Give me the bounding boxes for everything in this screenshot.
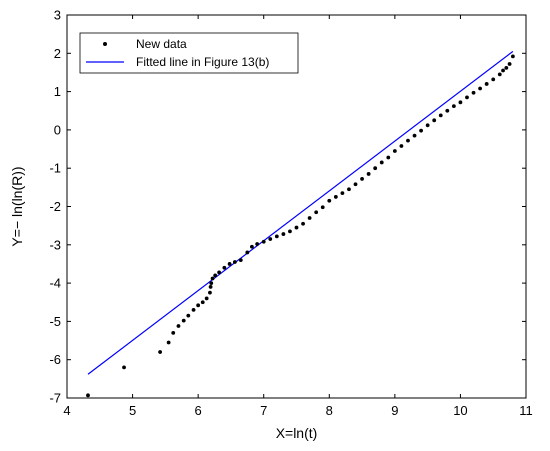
- y-tick-label: 3: [54, 8, 61, 23]
- y-tick-label: -3: [49, 237, 61, 252]
- data-point: [181, 318, 186, 323]
- y-tick-label: -7: [49, 391, 61, 406]
- y-tick-label: -1: [49, 161, 61, 176]
- y-tick-label: -4: [49, 276, 61, 291]
- data-point: [301, 221, 305, 226]
- data-point: [196, 303, 201, 308]
- x-tick-label: 9: [391, 403, 398, 418]
- y-tick-label: -6: [49, 352, 61, 367]
- x-axis-label: X=ln(t): [276, 425, 318, 441]
- y-tick-label: -5: [49, 314, 61, 329]
- data-point: [294, 225, 299, 230]
- data-point: [497, 72, 502, 77]
- data-point: [261, 239, 266, 244]
- data-point: [373, 166, 378, 171]
- data-point: [217, 270, 222, 275]
- legend-box: [79, 32, 299, 74]
- data-point: [213, 273, 218, 278]
- x-tick-label: 6: [195, 403, 202, 418]
- data-point: [432, 118, 437, 123]
- data-point: [501, 68, 505, 73]
- data-point: [392, 149, 397, 153]
- legend-entry-new-data: New data: [136, 37, 187, 51]
- data-point: [445, 108, 450, 113]
- data-point: [227, 262, 232, 266]
- data-point: [484, 82, 489, 86]
- data-point: [510, 54, 515, 59]
- data-point: [379, 160, 384, 165]
- data-point: [200, 300, 205, 305]
- data-point: [255, 242, 260, 246]
- data-point: [268, 237, 273, 241]
- data-point: [232, 260, 237, 264]
- data-point: [204, 296, 209, 301]
- axis-ticks-layer: 4 5 6 7 8 9 10 11 -7 -6 -5 -4 -3 -2 -1 0 1 2 3: [49, 8, 532, 419]
- data-point: [386, 155, 391, 160]
- legend-entry-fitted-line: Fitted line in Figure 13(b): [136, 55, 269, 69]
- data-point: [288, 229, 292, 234]
- data-point: [209, 281, 214, 285]
- data-point: [245, 250, 250, 255]
- data-point: [320, 205, 325, 210]
- legend: New data Fitted line in Figure 13(b): [79, 32, 299, 74]
- data-point: [366, 172, 371, 176]
- data-point: [122, 365, 126, 370]
- fitted-line-layer: [87, 50, 514, 375]
- x-tick-label: 4: [63, 403, 70, 418]
- data-point: [314, 210, 319, 215]
- data-point: [210, 276, 215, 281]
- data-points-layer: [86, 54, 515, 398]
- x-tick-label: 10: [453, 403, 467, 418]
- y-tick-label: 1: [54, 84, 61, 99]
- data-point: [504, 65, 509, 70]
- data-point: [333, 195, 338, 199]
- x-tick-label: 11: [519, 403, 533, 418]
- x-tick-label: 7: [260, 403, 267, 418]
- data-point: [360, 177, 364, 181]
- data-point: [327, 198, 332, 203]
- y-tick-label: 2: [54, 46, 61, 61]
- data-point: [171, 330, 176, 335]
- data-point: [471, 90, 476, 95]
- data-point: [491, 77, 496, 82]
- x-tick-label: 8: [326, 403, 333, 418]
- data-point: [191, 308, 196, 312]
- data-point: [347, 187, 351, 192]
- fitted-line: [87, 50, 514, 375]
- data-point: [507, 62, 512, 66]
- y-tick-label: -2: [49, 199, 61, 214]
- data-point: [340, 191, 345, 195]
- legend-marker-new-data: [103, 42, 107, 46]
- data-point: [412, 133, 417, 138]
- data-point: [425, 123, 430, 128]
- data-point: [208, 285, 213, 289]
- data-point: [406, 138, 410, 143]
- data-point: [399, 144, 404, 148]
- data-point: [281, 232, 286, 236]
- y-axis-label: Y=− ln(ln(R)): [9, 166, 25, 246]
- data-point: [451, 104, 456, 109]
- data-point: [353, 182, 358, 187]
- data-point: [307, 216, 312, 220]
- data-point: [274, 234, 279, 239]
- data-point: [222, 265, 227, 270]
- data-point: [186, 313, 191, 318]
- plot-area: [66, 14, 527, 399]
- data-point: [465, 95, 469, 100]
- data-point: [238, 258, 243, 263]
- data-point: [208, 290, 212, 295]
- data-point: [158, 350, 163, 354]
- data-point: [458, 100, 463, 105]
- data-point: [250, 244, 254, 249]
- data-point: [419, 128, 423, 133]
- data-point: [176, 324, 181, 328]
- data-point: [166, 340, 171, 345]
- data-point: [478, 86, 482, 91]
- data-point: [438, 113, 443, 118]
- x-tick-label: 5: [129, 403, 136, 418]
- y-tick-label: 0: [54, 122, 61, 137]
- data-point: [86, 393, 90, 398]
